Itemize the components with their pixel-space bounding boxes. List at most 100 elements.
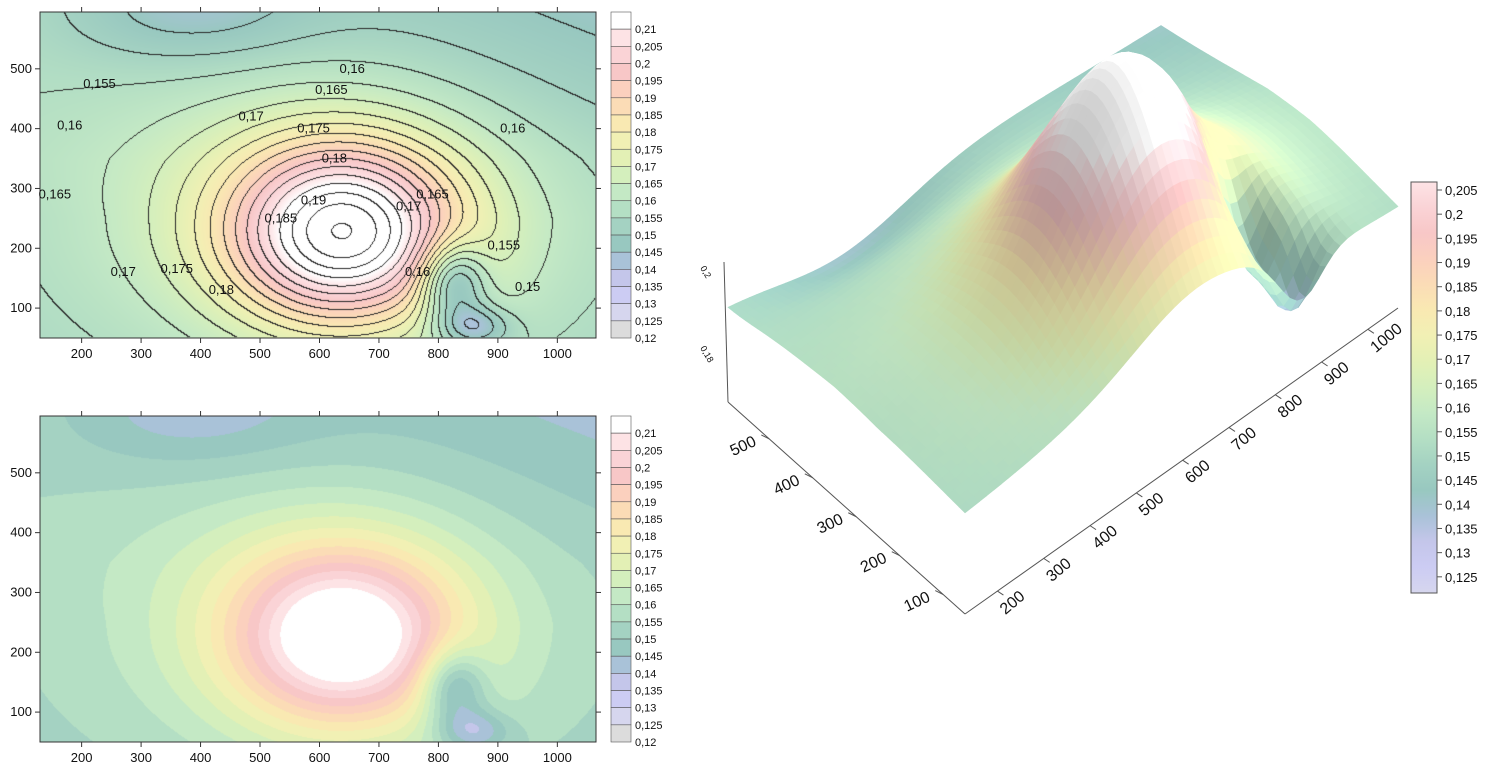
plot-frame bbox=[39, 415, 597, 743]
x-tick bbox=[1182, 459, 1189, 465]
legend-swatch bbox=[610, 148, 632, 167]
contour-label: 0,165 bbox=[39, 186, 72, 201]
contour-label: 0,175 bbox=[160, 261, 193, 276]
legend-label: 0,13 bbox=[1445, 546, 1470, 561]
legend-label: 0,125 bbox=[1445, 570, 1478, 585]
filled-contour-plot: 200 300 400 500 600 700 800 900 1000 100 200 300 400… bbox=[0, 404, 680, 774]
z-tick-label: 0,18 bbox=[698, 344, 715, 364]
legend-swatch bbox=[610, 552, 632, 571]
y-tick-label: 100 bbox=[10, 704, 32, 719]
x-tick bbox=[1089, 525, 1097, 531]
z-axis-line bbox=[723, 261, 729, 403]
contour-label: 0,17 bbox=[111, 264, 136, 279]
legend-swatch bbox=[610, 303, 632, 322]
contour-label: 0,17 bbox=[396, 198, 421, 213]
x-tick bbox=[997, 590, 1004, 596]
field-image bbox=[40, 12, 596, 338]
y-tick-label: 300 bbox=[815, 511, 846, 538]
x-tick-label: 800 bbox=[428, 750, 450, 765]
x-tick-label: 600 bbox=[309, 346, 331, 361]
legend-swatch bbox=[610, 467, 632, 485]
legend-label: 0,18 bbox=[635, 127, 656, 139]
legend-label: 0,13 bbox=[635, 703, 656, 715]
legend-bar bbox=[1410, 181, 1438, 594]
y-tick bbox=[761, 434, 770, 440]
contour-label: 0,18 bbox=[209, 282, 234, 297]
legend-label: 0,135 bbox=[635, 282, 663, 294]
legend-swatch bbox=[610, 501, 632, 520]
z-tick-label: 0,2 bbox=[698, 264, 713, 280]
chart-svg: 200 300 400 500 600 700 800 900 1000 100 200 300 400… bbox=[10, 411, 663, 765]
legend-swatch bbox=[610, 286, 632, 304]
legend-label: 0,12 bbox=[635, 737, 656, 749]
x-tick-label: 300 bbox=[130, 346, 152, 361]
legend-swatch bbox=[610, 724, 632, 743]
x-tick-label: 900 bbox=[487, 750, 509, 765]
legend-label: 0,145 bbox=[1445, 473, 1478, 488]
legend-label: 0,16 bbox=[1445, 401, 1470, 416]
x-tick-label: 800 bbox=[1275, 392, 1306, 422]
y-tick-label: 100 bbox=[902, 589, 933, 616]
legend-swatch bbox=[610, 11, 632, 30]
legend-swatch bbox=[610, 655, 632, 674]
legend-swatch bbox=[610, 707, 632, 726]
contour-line-plot: 0,16 0,155 0,165 0,16 0,17 0,175 0,16 0,18 0,165… bbox=[0, 0, 680, 370]
legend-label: 0,13 bbox=[635, 299, 656, 311]
y-tick-label: 400 bbox=[771, 472, 802, 499]
legend-swatch bbox=[610, 604, 632, 623]
legend-label: 0,2 bbox=[1445, 207, 1463, 222]
legend-swatch bbox=[610, 200, 632, 219]
legend-label: 0,205 bbox=[635, 41, 663, 53]
contour-label: 0,15 bbox=[515, 279, 540, 294]
legend-swatch bbox=[610, 415, 632, 434]
x-tick-label: 1000 bbox=[543, 346, 572, 361]
legend-swatch bbox=[610, 320, 632, 339]
legend-label: 0,145 bbox=[635, 651, 663, 663]
x-tick bbox=[1321, 361, 1328, 367]
legend-label: 0,19 bbox=[1445, 256, 1470, 271]
legend-swatch bbox=[610, 518, 632, 537]
x-tick-label: 500 bbox=[249, 750, 271, 765]
y-tick-label: 200 bbox=[10, 644, 32, 659]
legend-swatch bbox=[610, 484, 632, 503]
y-tick-label: 300 bbox=[10, 584, 32, 599]
x-tick-label: 600 bbox=[309, 750, 331, 765]
legend-label: 0,195 bbox=[635, 76, 663, 88]
x-tick bbox=[1136, 492, 1143, 498]
legend-label: 0,125 bbox=[635, 316, 663, 328]
legend-swatch bbox=[610, 80, 632, 99]
y-tick-label: 300 bbox=[10, 180, 32, 195]
y-tick-label: 200 bbox=[858, 550, 889, 577]
contour-label: 0,16 bbox=[57, 118, 82, 133]
contour-label: 0,16 bbox=[405, 264, 430, 279]
surface-mesh bbox=[727, 25, 1399, 514]
legend-label: 0,185 bbox=[1445, 280, 1478, 295]
y-tick bbox=[848, 512, 857, 518]
x-tick-label: 1000 bbox=[543, 750, 572, 765]
legend-swatch bbox=[610, 166, 632, 184]
x-tick-label: 200 bbox=[71, 750, 93, 765]
y-tick-label: 400 bbox=[10, 121, 32, 136]
legend-label: 0,21 bbox=[635, 24, 656, 36]
legend-label: 0,175 bbox=[1445, 328, 1478, 343]
legend-label: 0,135 bbox=[635, 686, 663, 698]
legend-swatch bbox=[610, 114, 632, 133]
legend-label: 0,18 bbox=[635, 531, 656, 543]
legend-swatch bbox=[610, 621, 632, 640]
x-tick-label: 900 bbox=[487, 346, 509, 361]
x-tick-label: 700 bbox=[368, 346, 390, 361]
x-tick bbox=[1367, 328, 1375, 334]
legend-label: 0,14 bbox=[635, 264, 656, 276]
legend-label: 0,12 bbox=[635, 333, 656, 345]
contour-label: 0,17 bbox=[238, 109, 263, 124]
y-tick bbox=[804, 473, 814, 479]
legend-label: 0,14 bbox=[1445, 497, 1470, 512]
legend-swatch bbox=[610, 46, 632, 64]
y-tick-label: 500 bbox=[10, 465, 32, 480]
legend-label: 0,19 bbox=[635, 497, 656, 509]
legend-label: 0,155 bbox=[635, 213, 663, 225]
contour-label: 0,19 bbox=[301, 192, 326, 207]
x-tick-label: 400 bbox=[190, 346, 212, 361]
legend-label: 0,125 bbox=[635, 720, 663, 732]
x-tick-label: 700 bbox=[1229, 424, 1260, 454]
